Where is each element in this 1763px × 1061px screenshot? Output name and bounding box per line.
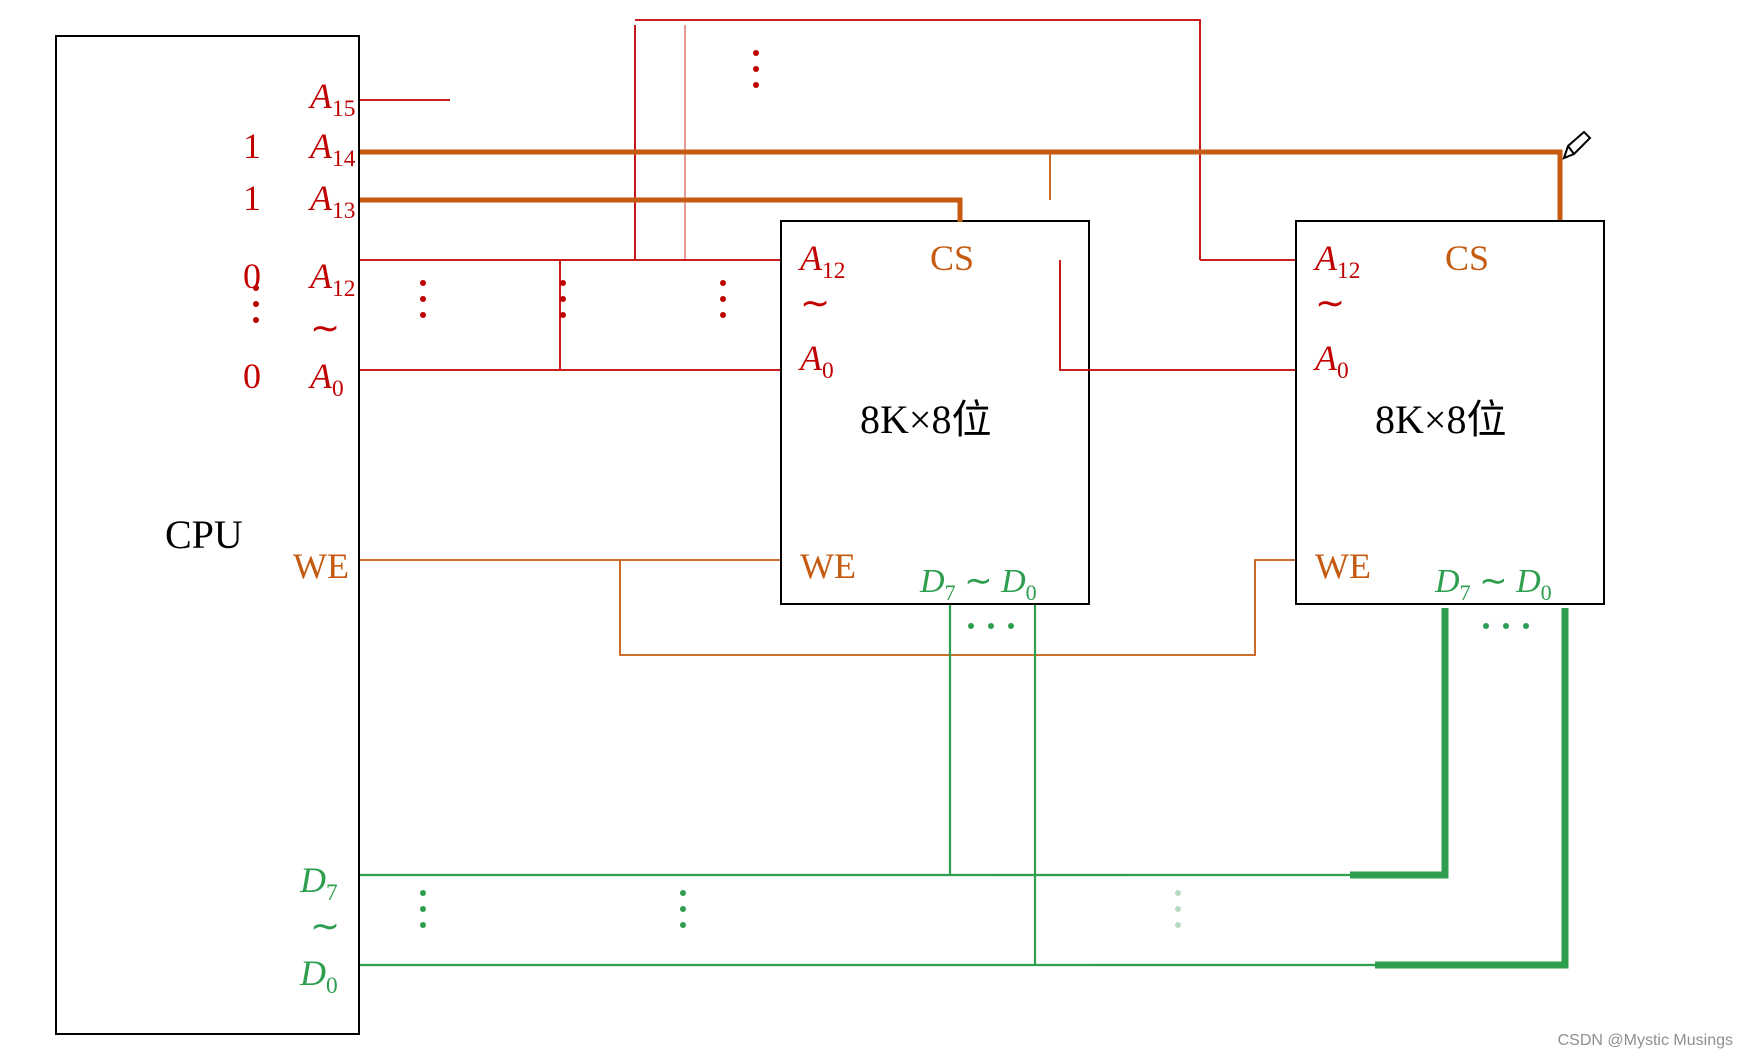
pencil-icon (1560, 130, 1594, 164)
wire-layer (0, 0, 1763, 1061)
diagram-canvas: CPU 8K×8位 8K×8位 A15A141A131A120A00∼WED7∼… (0, 0, 1763, 1061)
watermark-text: CSDN @Mystic Musings (1558, 1033, 1733, 1049)
